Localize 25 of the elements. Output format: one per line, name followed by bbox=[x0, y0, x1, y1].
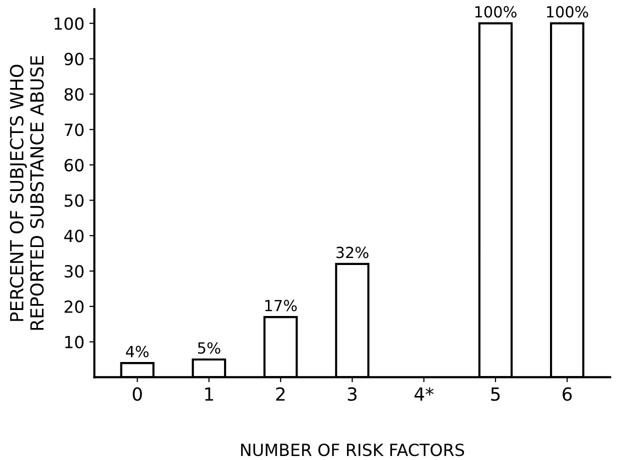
y-axis-title: PERCENT OF SUBJECTS WHO REPORTED SUBSTANCE ABUSE bbox=[10, 56, 44, 330]
data-label: 17% bbox=[265, 300, 297, 312]
y-tick-label: 60 bbox=[64, 158, 84, 172]
y-tick-label: 100 bbox=[54, 17, 84, 30]
x-tick-label: 2 bbox=[276, 387, 285, 401]
y-tick-label: 50 bbox=[64, 194, 84, 207]
y-tick-label: 70 bbox=[64, 123, 84, 136]
data-label: 5% bbox=[198, 342, 220, 354]
y-tick-label: 80 bbox=[64, 88, 84, 101]
x-tick-label: 3 bbox=[348, 387, 357, 401]
data-label: 4% bbox=[126, 346, 149, 358]
y-tick-label: 20 bbox=[64, 300, 84, 313]
y-tick-label: 30 bbox=[64, 265, 84, 278]
x-tick-label: 5 bbox=[491, 387, 500, 401]
x-tick-label: 1 bbox=[205, 387, 214, 401]
y-tick-label: 40 bbox=[64, 230, 84, 242]
data-label: 100% bbox=[546, 6, 588, 18]
x-tick-label: 6 bbox=[562, 387, 572, 401]
data-label: 100% bbox=[475, 6, 517, 18]
x-tick-label: 0 bbox=[132, 387, 142, 401]
y-tick-label: 10 bbox=[65, 336, 84, 348]
data-label: 32% bbox=[336, 246, 368, 258]
x-axis-title: NUMBER OF RISK FACTORS bbox=[241, 444, 464, 456]
y-tick-label: 90 bbox=[64, 52, 84, 66]
x-tick-label: 4* bbox=[414, 387, 434, 401]
